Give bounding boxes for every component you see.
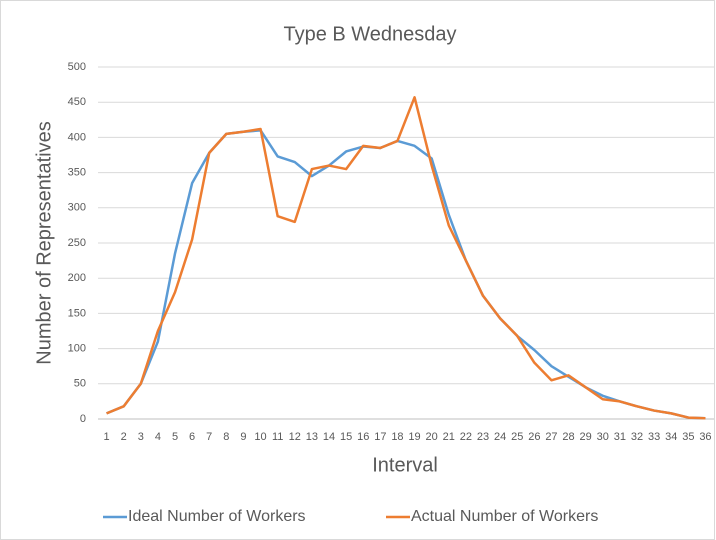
y-tick-label: 150 — [68, 307, 86, 319]
x-tick-label: 7 — [206, 431, 212, 443]
y-tick-label: 450 — [68, 96, 86, 108]
x-tick-label: 18 — [391, 431, 403, 443]
x-tick-label: 1 — [103, 431, 109, 443]
x-tick-label: 28 — [562, 431, 574, 443]
legend-label: Actual Number of Workers — [411, 508, 598, 525]
y-tick-label: 50 — [74, 378, 86, 390]
x-tick-label: 21 — [443, 431, 455, 443]
y-axis-label: Number of Representatives — [33, 121, 55, 364]
x-tick-label: 16 — [357, 431, 369, 443]
x-axis-label: Interval — [372, 454, 438, 476]
x-tick-label: 30 — [597, 431, 609, 443]
x-tick-label: 26 — [528, 431, 540, 443]
x-tick-label: 32 — [631, 431, 643, 443]
y-tick-label: 400 — [68, 131, 86, 143]
x-tick-label: 11 — [272, 431, 283, 443]
x-tick-label: 12 — [289, 431, 301, 443]
y-tick-label: 200 — [68, 272, 86, 284]
y-tick-label: 100 — [68, 343, 86, 355]
x-tick-label: 36 — [699, 431, 711, 443]
x-tick-label: 27 — [545, 431, 557, 443]
x-tick-label: 20 — [426, 431, 438, 443]
x-tick-label: 5 — [172, 431, 178, 443]
x-tick-label: 9 — [240, 431, 246, 443]
x-tick-label: 25 — [511, 431, 523, 443]
chart-title: Type B Wednesday — [283, 23, 456, 45]
x-tick-label: 31 — [614, 431, 626, 443]
y-tick-label: 350 — [68, 167, 86, 179]
x-tick-label: 2 — [121, 431, 127, 443]
x-tick-label: 3 — [138, 431, 144, 443]
x-tick-label: 10 — [254, 431, 266, 443]
x-tick-label: 14 — [323, 431, 335, 443]
series-line — [106, 96, 706, 420]
x-tick-label: 4 — [155, 431, 161, 443]
x-tick-label: 34 — [665, 431, 677, 443]
x-tick-label: 29 — [580, 431, 592, 443]
x-tick-label: 24 — [494, 431, 506, 443]
y-tick-label: 250 — [68, 237, 86, 249]
x-tick-label: 19 — [408, 431, 420, 443]
x-tick-label: 13 — [306, 431, 318, 443]
x-tick-label: 15 — [340, 431, 352, 443]
y-tick-label: 300 — [68, 202, 86, 214]
x-tick-label: 23 — [477, 431, 489, 443]
y-tick-label: 500 — [68, 61, 86, 73]
y-tick-label: 0 — [80, 413, 86, 425]
x-tick-label: 6 — [189, 431, 195, 443]
x-tick-label: 17 — [374, 431, 386, 443]
x-tick-label: 35 — [682, 431, 694, 443]
x-tick-label: 8 — [223, 431, 229, 443]
x-tick-label: 33 — [648, 431, 660, 443]
series-line — [106, 129, 706, 420]
legend-label: Ideal Number of Workers — [128, 508, 306, 525]
x-tick-label: 22 — [460, 431, 472, 443]
